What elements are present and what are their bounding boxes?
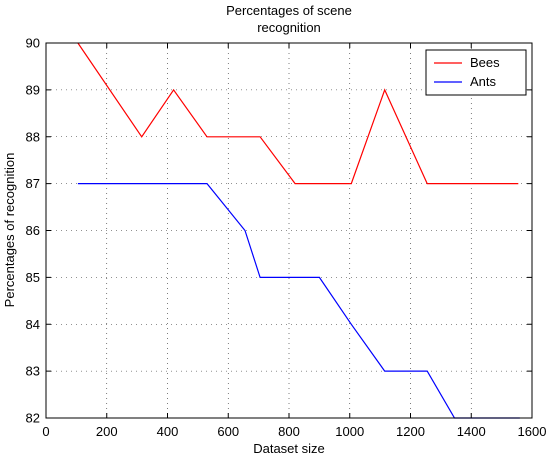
x-tick-label: 600 bbox=[217, 424, 239, 439]
chart-title-line-1: Percentages of scene bbox=[226, 3, 352, 18]
legend-label-ants: Ants bbox=[470, 74, 497, 89]
x-tick-label: 800 bbox=[278, 424, 300, 439]
series-layer bbox=[77, 42, 520, 419]
series-line-bees bbox=[77, 42, 519, 185]
y-tick-label: 87 bbox=[26, 176, 40, 191]
plot-frame bbox=[45, 42, 533, 419]
legend-label-bees: Bees bbox=[470, 55, 500, 70]
y-tick-label: 89 bbox=[26, 82, 40, 97]
y-tick-label: 83 bbox=[26, 364, 40, 379]
y-tick-label: 88 bbox=[26, 129, 40, 144]
x-tick-label: 200 bbox=[96, 424, 118, 439]
y-tick-label: 86 bbox=[26, 223, 40, 238]
x-tick-label: 1600 bbox=[518, 424, 547, 439]
y-tick-label: 90 bbox=[26, 36, 40, 51]
x-tick-label: 0 bbox=[42, 424, 49, 439]
x-tick-label: 1200 bbox=[396, 424, 425, 439]
chart-title-line-2: recognition bbox=[257, 20, 321, 35]
x-tick-label: 1000 bbox=[335, 424, 364, 439]
y-tick-label: 82 bbox=[26, 411, 40, 426]
y-tick-label: 84 bbox=[26, 317, 40, 332]
y-tick-label: 85 bbox=[26, 270, 40, 285]
axes-layer bbox=[45, 42, 533, 419]
x-tick-label: 400 bbox=[157, 424, 179, 439]
ticks-layer: 0 200 400 600 800 1000 1200 1400 1600 82 83 84 85 86 8… bbox=[26, 36, 547, 440]
grid-layer bbox=[46, 43, 532, 418]
series-line-ants bbox=[77, 183, 520, 419]
x-axis-title: Dataset size bbox=[253, 441, 325, 456]
legend: Bees Ants bbox=[425, 49, 527, 96]
legend-box bbox=[425, 49, 527, 96]
x-tick-label: 1400 bbox=[457, 424, 486, 439]
y-axis-title: Percentages of recognition bbox=[2, 153, 17, 308]
